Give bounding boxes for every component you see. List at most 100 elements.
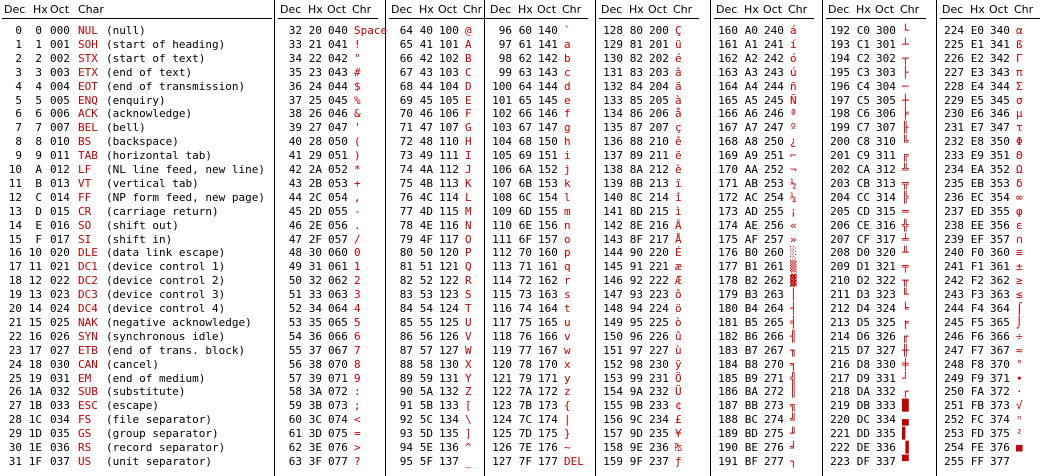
row-char: / [354,232,361,246]
row-char: ╧ [902,232,909,246]
row-hex: D5 [856,315,870,329]
row-char: ≡ [1016,246,1023,260]
row-char: ▒ [790,260,797,274]
row-dec: 85 [399,315,413,329]
row-dec: 236 [944,190,964,204]
row-hex: FB [970,399,984,413]
row-desc: (end of trans. block) [106,343,246,357]
row-char: ╖ [790,343,797,357]
row-hex: 95 [629,315,643,329]
row-oct: 065 [328,315,348,329]
row-char: ╦ [902,176,909,190]
row-hex: 12 [28,274,42,288]
row-dec: 189 [718,427,738,441]
row-dec: 42 [288,163,302,176]
row-hex: 68 [518,135,532,149]
row-hex: AF [744,232,758,246]
row-hex: 7B [518,399,532,413]
row-dec: 73 [399,149,413,163]
row-hex: 40 [419,24,433,37]
header-hx: Hx [970,3,985,16]
row-char: φ [1016,204,1023,218]
row-oct: 127 [439,343,459,357]
row-hex: 94 [629,302,643,315]
header-oct: Oct [438,3,458,16]
row-dec: 94 [399,441,413,454]
row-dec: 242 [944,274,964,288]
row-char: ∙ [1016,371,1023,385]
row-char: » [790,232,797,246]
row-dec: 40 [288,135,302,149]
header-dec: Dec [942,3,964,16]
row-oct: 034 [50,413,70,427]
row-char: ï [675,176,682,190]
row-oct: 025 [50,315,70,329]
row-dec: 78 [399,218,413,232]
header-hx: Hx [33,3,48,16]
row-code: BEL [78,121,98,135]
row-char: Ö [675,371,682,385]
row-oct: 126 [439,329,459,343]
row-hex: 47 [419,121,433,135]
row-oct: 004 [50,79,70,93]
row-oct: 221 [649,260,669,274]
row-hex: 26 [308,107,322,121]
header-chr: Chr [900,3,920,16]
row-dec: 117 [492,315,512,329]
row-char: à [675,93,682,107]
row-hex: EE [970,218,984,232]
header-underline [389,18,489,19]
row-dec: 53 [288,315,302,329]
row-dec: 47 [288,232,302,246]
row-char: f [564,107,571,121]
row-oct: 233 [649,399,669,413]
row-char: ± [1016,260,1023,274]
row-char: æ [675,260,682,274]
row-hex: 46 [419,107,433,121]
row-char: L [465,190,472,204]
row-oct: 334 [876,413,896,427]
row-oct: 277 [764,454,784,468]
row-code: EOT [78,79,98,93]
row-desc: (negative acknowledge) [106,315,252,329]
row-dec: 235 [944,176,964,190]
row-oct: 002 [50,51,70,65]
row-oct: 322 [876,274,896,288]
row-char: ÿ [675,357,682,371]
column-separator [822,0,823,476]
row-dec: 177 [718,260,738,274]
row-dec: 129 [603,37,623,51]
header-hx: Hx [629,3,644,16]
row-char: ╙ [902,288,909,302]
row-char: $ [354,79,361,93]
row-char: Ç [675,24,682,37]
row-oct: 330 [876,357,896,371]
row-dec: 241 [944,260,964,274]
row-dec: 126 [492,441,512,454]
row-char: ╡ [790,315,797,329]
row-dec: 38 [288,107,302,121]
row-code: DC2 [78,274,98,288]
row-oct: 013 [50,176,70,190]
row-hex: D2 [856,274,870,288]
row-hex: 88 [629,135,643,149]
row-oct: 051 [328,149,348,163]
row-desc: (unit separator) [106,454,212,468]
header-dec: Dec [601,3,623,16]
row-dec: 224 [944,24,964,37]
row-code: FF [78,190,92,204]
row-code: SI [78,232,92,246]
row-dec: 246 [944,329,964,343]
row-char: ▐ [902,441,909,454]
row-oct: 067 [328,343,348,357]
row-oct: 061 [328,260,348,274]
row-oct: 142 [538,51,558,65]
row-oct: 371 [990,371,1010,385]
row-char: # [354,65,361,79]
row-oct: 367 [990,343,1010,357]
row-char [1016,455,1023,469]
row-hex: 76 [518,329,532,343]
row-oct: 117 [439,232,459,246]
row-hex: B5 [744,315,758,329]
row-char: ⌡ [1016,315,1023,329]
